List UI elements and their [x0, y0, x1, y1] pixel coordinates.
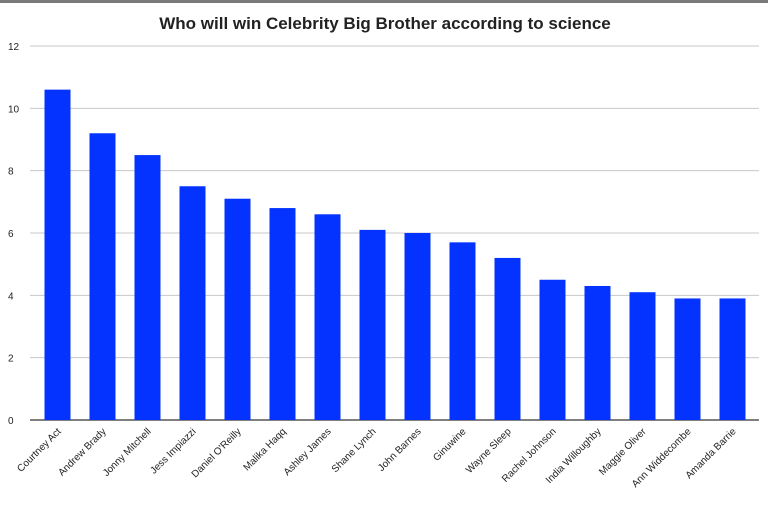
bar — [494, 257, 521, 420]
bar — [359, 229, 386, 420]
top-border — [0, 0, 768, 3]
y-tick-label: 0 — [8, 416, 14, 427]
x-category-label: Wayne Sleep — [464, 426, 514, 476]
y-tick-label: 10 — [8, 104, 20, 115]
x-category-label: John Barnes — [376, 426, 423, 473]
x-category-label: Jonny Mitchell — [101, 426, 154, 479]
x-category-label: Ashley James — [282, 426, 334, 478]
bar — [44, 89, 71, 420]
chart-title: Who will win Celebrity Big Brother accor… — [159, 14, 611, 33]
x-category-label: Malika Haqq — [242, 426, 289, 473]
bar — [314, 214, 341, 420]
y-tick-label: 8 — [8, 167, 14, 178]
x-category-label: Ginuwine — [431, 426, 469, 464]
bar — [134, 155, 161, 421]
bar — [89, 133, 116, 420]
y-tick-label: 12 — [8, 42, 20, 53]
bar — [629, 292, 656, 420]
y-tick-label: 2 — [8, 354, 14, 365]
bars — [44, 89, 746, 421]
bar — [179, 186, 206, 420]
y-axis-ticks: 0 2 4 6 8 10 12 — [8, 42, 20, 427]
y-tick-label: 6 — [8, 229, 14, 240]
bar — [404, 233, 431, 420]
bar — [224, 198, 251, 420]
y-tick-label: 4 — [8, 291, 14, 302]
x-category-label: Shane Lynch — [330, 426, 379, 475]
bar — [584, 285, 611, 420]
bar — [539, 279, 566, 420]
x-category-label: Jess Impiazzi — [148, 426, 198, 476]
x-category-label: Courtney Act — [15, 426, 63, 474]
bar — [674, 298, 701, 420]
bar — [719, 298, 746, 420]
bar — [449, 242, 476, 420]
bar — [269, 208, 296, 420]
